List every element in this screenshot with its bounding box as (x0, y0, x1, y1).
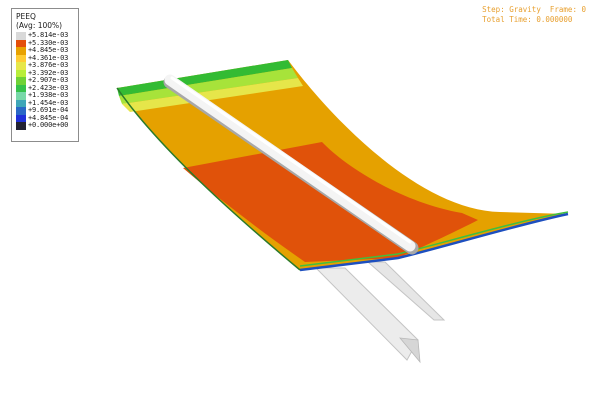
legend-swatch (16, 114, 26, 122)
legend-swatch (16, 39, 26, 47)
legend-value: +5.814e-03 (28, 31, 69, 39)
legend-swatch (16, 107, 26, 115)
legend-entry: +4.361e-03 (16, 53, 74, 62)
high-strain-region (183, 142, 478, 262)
sheet-edge-bottom (299, 212, 569, 272)
strain-band-yellow (122, 78, 303, 112)
legend-swatch (16, 54, 26, 62)
legend-entry: +3.392e-03 (16, 68, 74, 77)
legend-subtitle: (Avg: 100%) (16, 21, 63, 30)
legend-value: +1.938e-03 (28, 91, 69, 99)
legend-value: +2.423e-03 (28, 83, 69, 92)
legend-value: +4.361e-03 (28, 53, 69, 62)
die-plate-edge (399, 337, 421, 364)
legend-value: +3.392e-03 (28, 68, 69, 77)
sheet-edge-near (116, 87, 301, 271)
legend-swatch (16, 47, 26, 55)
legend-value: +2.907e-03 (28, 76, 69, 84)
legend-entry: +9.691e-04 (16, 106, 74, 115)
legend-entry: +4.845e-03 (16, 46, 74, 55)
total-time-text: Total Time: 0.000000 (482, 15, 573, 24)
support-die (314, 261, 446, 364)
legend-swatch (16, 92, 26, 100)
legend-entry: +5.814e-03 (16, 31, 74, 40)
legend-swatch (16, 77, 26, 85)
legend-value: +5.330e-03 (28, 38, 69, 47)
step-frame-text: Step: Gravity Frame: 0 (482, 5, 586, 14)
legend-entry: +1.454e-03 (16, 98, 74, 107)
legend-entries: +5.814e-03 +5.330e-03 +4.845e-03 +4.361e… (16, 31, 74, 130)
legend-entry: +3.876e-03 (16, 61, 74, 70)
legend-value: +0.000e+00 (28, 121, 69, 129)
legend-swatch (16, 122, 26, 130)
punch-rod-highlight (170, 76, 412, 244)
legend-entry: +5.330e-03 (16, 38, 74, 47)
die-plate-right (366, 261, 446, 321)
step-status: Step: Gravity Frame: 0 Total Time: 0.000… (482, 5, 586, 25)
legend-value: +1.454e-03 (28, 98, 69, 107)
legend-swatch (16, 99, 26, 107)
legend-entry: +0.000e+00 (16, 121, 74, 130)
punch-rod-body (164, 74, 416, 252)
strain-band-green (117, 60, 292, 96)
deformed-sheet (116, 60, 569, 272)
legend-value: +3.876e-03 (28, 61, 69, 69)
legend-swatch (16, 32, 26, 40)
legend-entry: +1.938e-03 (16, 91, 74, 100)
legend-value: +9.691e-04 (28, 106, 69, 114)
punch-rod (163, 74, 419, 255)
contour-legend: PEEQ (Avg: 100%) +5.814e-03 +5.330e-03 +… (11, 8, 79, 142)
legend-swatch (16, 62, 26, 70)
legend-entry: +4.845e-04 (16, 113, 74, 122)
sheet-edge-green-lower (299, 211, 569, 267)
legend-title: PEEQ (16, 12, 36, 21)
strain-band-yellowgreen (119, 68, 298, 104)
legend-swatch (16, 69, 26, 77)
legend-swatch (16, 84, 26, 92)
legend-value: +4.845e-03 (28, 46, 69, 54)
legend-entry: +2.907e-03 (16, 76, 74, 85)
legend-value: +4.845e-04 (28, 113, 69, 122)
legend-entry: +2.423e-03 (16, 83, 74, 92)
